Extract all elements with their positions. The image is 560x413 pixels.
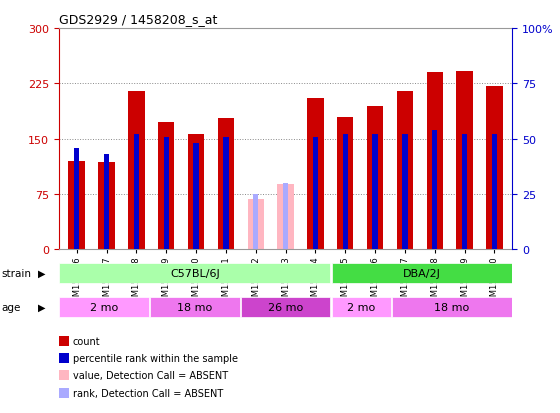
Bar [332, 297, 391, 317]
Bar [223, 137, 228, 250]
Bar [150, 297, 240, 317]
Bar [253, 195, 259, 250]
Bar [432, 131, 437, 250]
Text: strain: strain [1, 268, 31, 278]
Text: rank, Detection Call = ABSENT: rank, Detection Call = ABSENT [73, 388, 223, 398]
Bar [492, 135, 497, 250]
Bar [99, 163, 115, 250]
Text: count: count [73, 336, 100, 346]
Bar [372, 135, 378, 250]
Bar [332, 263, 512, 283]
Bar [193, 144, 199, 250]
Text: ▶: ▶ [39, 302, 46, 312]
Text: 18 mo: 18 mo [435, 302, 469, 312]
Bar [128, 92, 144, 250]
Text: C57BL/6J: C57BL/6J [170, 268, 220, 278]
Bar [164, 137, 169, 250]
Bar [486, 86, 503, 250]
Text: percentile rank within the sample: percentile rank within the sample [73, 353, 238, 363]
Text: 18 mo: 18 mo [178, 302, 212, 312]
Text: ▶: ▶ [39, 268, 46, 278]
Bar [59, 297, 149, 317]
Text: 26 mo: 26 mo [268, 302, 303, 312]
Text: 2 mo: 2 mo [347, 302, 375, 312]
Bar [218, 119, 234, 250]
Bar [241, 297, 330, 317]
Bar [158, 123, 174, 250]
Bar [277, 185, 294, 250]
Text: GDS2929 / 1458208_s_at: GDS2929 / 1458208_s_at [59, 13, 217, 26]
Text: value, Detection Call = ABSENT: value, Detection Call = ABSENT [73, 370, 228, 380]
Bar [312, 137, 318, 250]
Text: 2 mo: 2 mo [90, 302, 118, 312]
Text: DBA/2J: DBA/2J [403, 268, 441, 278]
Bar [367, 106, 384, 250]
Bar [343, 135, 348, 250]
Text: age: age [1, 302, 21, 312]
Bar [397, 92, 413, 250]
Bar [104, 155, 109, 250]
Bar [307, 99, 324, 250]
Bar [402, 135, 408, 250]
Bar [134, 135, 139, 250]
Bar [188, 134, 204, 250]
Bar [59, 263, 330, 283]
Bar [337, 117, 353, 250]
Bar [74, 148, 80, 250]
Bar [248, 200, 264, 250]
Bar [283, 183, 288, 250]
Bar [456, 71, 473, 250]
Bar [462, 135, 468, 250]
Bar [427, 73, 443, 250]
Bar [68, 161, 85, 250]
Bar [392, 297, 512, 317]
